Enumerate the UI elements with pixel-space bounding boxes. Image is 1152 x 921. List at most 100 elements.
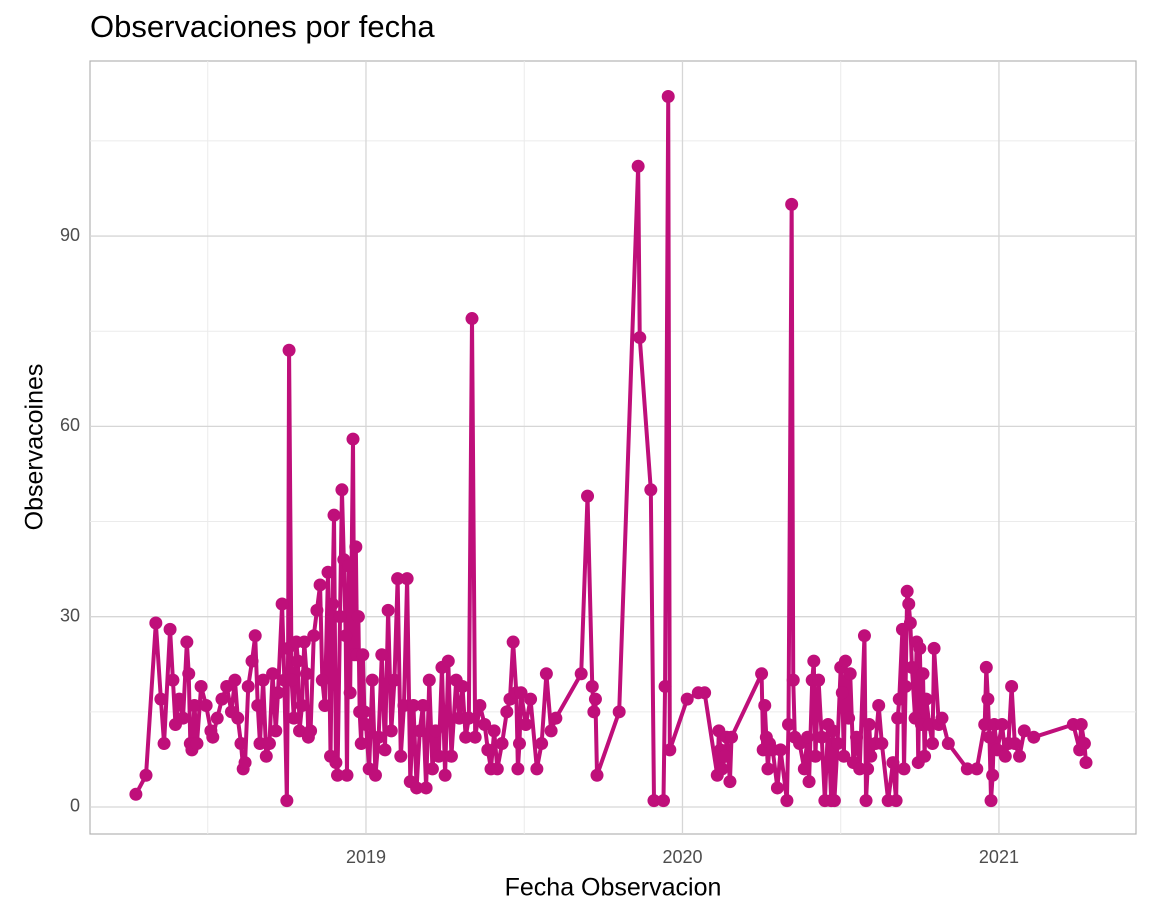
data-point — [172, 692, 186, 706]
data-point — [889, 794, 903, 808]
data-point — [456, 679, 470, 693]
data-point — [315, 673, 329, 687]
data-point — [802, 775, 816, 789]
y-tick-label: 30 — [60, 605, 80, 625]
data-point — [349, 540, 363, 554]
data-point — [633, 331, 647, 345]
data-point — [187, 698, 201, 712]
data-point — [859, 794, 873, 808]
data-point — [524, 692, 538, 706]
data-point — [356, 648, 370, 662]
data-point — [400, 572, 414, 586]
data-point — [441, 654, 455, 668]
data-point — [425, 762, 439, 776]
data-point — [234, 737, 248, 751]
data-point — [935, 711, 949, 725]
data-point — [391, 572, 405, 586]
data-point — [329, 756, 343, 770]
chart-title: Observaciones por fecha — [90, 9, 435, 44]
data-point — [310, 603, 324, 617]
data-point — [981, 692, 995, 706]
data-point — [346, 432, 360, 446]
data-point — [644, 483, 658, 497]
data-point — [251, 698, 265, 712]
data-point — [327, 508, 341, 522]
data-point — [468, 730, 482, 744]
data-point — [663, 743, 677, 757]
data-point — [129, 787, 143, 801]
data-point — [511, 762, 525, 776]
data-point — [588, 692, 602, 706]
data-point — [285, 673, 299, 687]
data-point — [333, 610, 347, 624]
data-point — [986, 768, 1000, 782]
data-point — [287, 711, 301, 725]
data-point — [781, 718, 795, 732]
data-point — [585, 679, 599, 693]
data-point — [180, 635, 194, 649]
data-point — [960, 762, 974, 776]
data-point — [149, 616, 163, 630]
data-point — [797, 762, 811, 776]
data-point — [970, 762, 984, 776]
data-point — [381, 603, 395, 617]
data-point — [478, 718, 492, 732]
data-point — [927, 641, 941, 655]
data-point — [827, 794, 841, 808]
data-point — [1077, 737, 1091, 751]
data-point — [842, 711, 856, 725]
data-point — [519, 718, 533, 732]
y-axis-title: Observacoines — [21, 364, 49, 531]
data-point — [228, 673, 242, 687]
data-point — [384, 724, 398, 738]
data-point — [698, 686, 712, 700]
data-point — [413, 724, 427, 738]
data-point — [506, 635, 520, 649]
data-point — [905, 660, 919, 674]
data-point — [780, 794, 794, 808]
data-point — [979, 660, 993, 674]
data-point — [725, 730, 739, 744]
data-point — [514, 686, 528, 700]
data-point — [351, 610, 365, 624]
data-point — [892, 692, 906, 706]
data-point — [984, 794, 998, 808]
data-point — [271, 686, 285, 700]
data-point — [406, 698, 420, 712]
data-point — [581, 489, 595, 503]
data-point — [998, 749, 1012, 763]
plot-border — [89, 60, 1137, 835]
data-point — [452, 711, 466, 725]
data-point — [658, 679, 672, 693]
data-point — [269, 724, 283, 738]
data-point — [190, 737, 204, 751]
data-point — [372, 730, 386, 744]
data-point — [826, 724, 840, 738]
data-point — [394, 749, 408, 763]
data-point — [313, 578, 327, 592]
data-point — [815, 730, 829, 744]
x-axis-title: Fecha Observacion — [505, 874, 722, 902]
data-point — [473, 698, 487, 712]
data-point — [163, 622, 177, 636]
data-point — [982, 730, 996, 744]
data-point — [343, 686, 357, 700]
data-point — [259, 749, 273, 763]
data-point — [1079, 756, 1093, 770]
data-point — [549, 711, 563, 725]
x-tick-label: 2021 — [979, 847, 1019, 867]
data-point — [891, 711, 905, 725]
data-point — [304, 724, 318, 738]
data-point — [800, 730, 814, 744]
data-point — [139, 768, 153, 782]
data-point — [680, 692, 694, 706]
data-point — [462, 711, 476, 725]
data-point — [899, 679, 913, 693]
data-point — [925, 737, 939, 751]
data-point — [544, 724, 558, 738]
data-point — [275, 597, 289, 611]
data-point — [459, 730, 473, 744]
data-point — [1005, 679, 1019, 693]
data-point — [416, 698, 430, 712]
data-point — [248, 629, 262, 643]
